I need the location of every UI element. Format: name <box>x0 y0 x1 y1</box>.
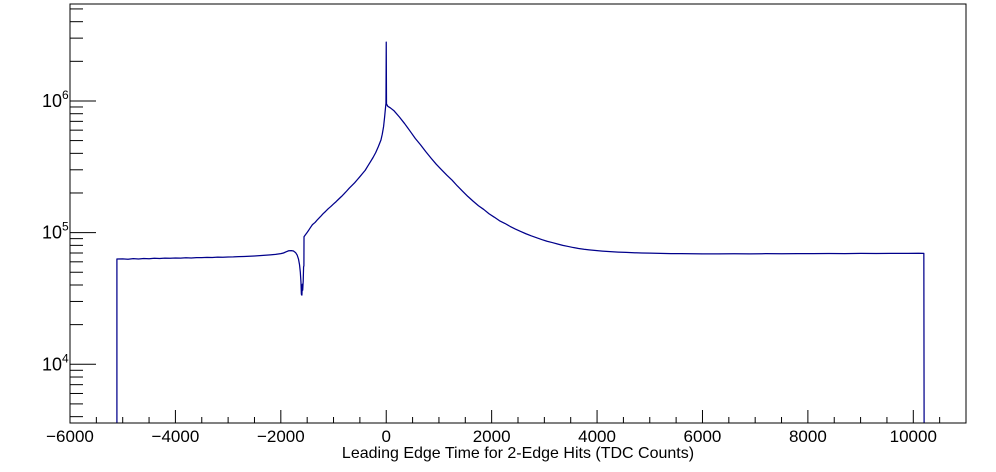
x-tick-label: −4000 <box>152 427 200 446</box>
x-tick-label: 6000 <box>684 427 722 446</box>
y-tick-label: 104 <box>42 351 69 374</box>
x-tick-label: 8000 <box>789 427 827 446</box>
x-tick-label: 4000 <box>578 427 616 446</box>
y-tick-label: 105 <box>42 220 69 243</box>
x-axis-title: Leading Edge Time for 2-Edge Hits (TDC C… <box>341 445 695 462</box>
x-tick-label: 10000 <box>890 427 937 446</box>
plot-frame <box>69 3 967 424</box>
x-tick-label: −2000 <box>257 427 305 446</box>
histogram-line <box>116 41 925 423</box>
x-tick-label: −6000 <box>46 427 94 446</box>
x-tick-label: 2000 <box>473 427 511 446</box>
y-tick-label: 106 <box>42 88 69 111</box>
x-tick-label: 0 <box>382 427 391 446</box>
